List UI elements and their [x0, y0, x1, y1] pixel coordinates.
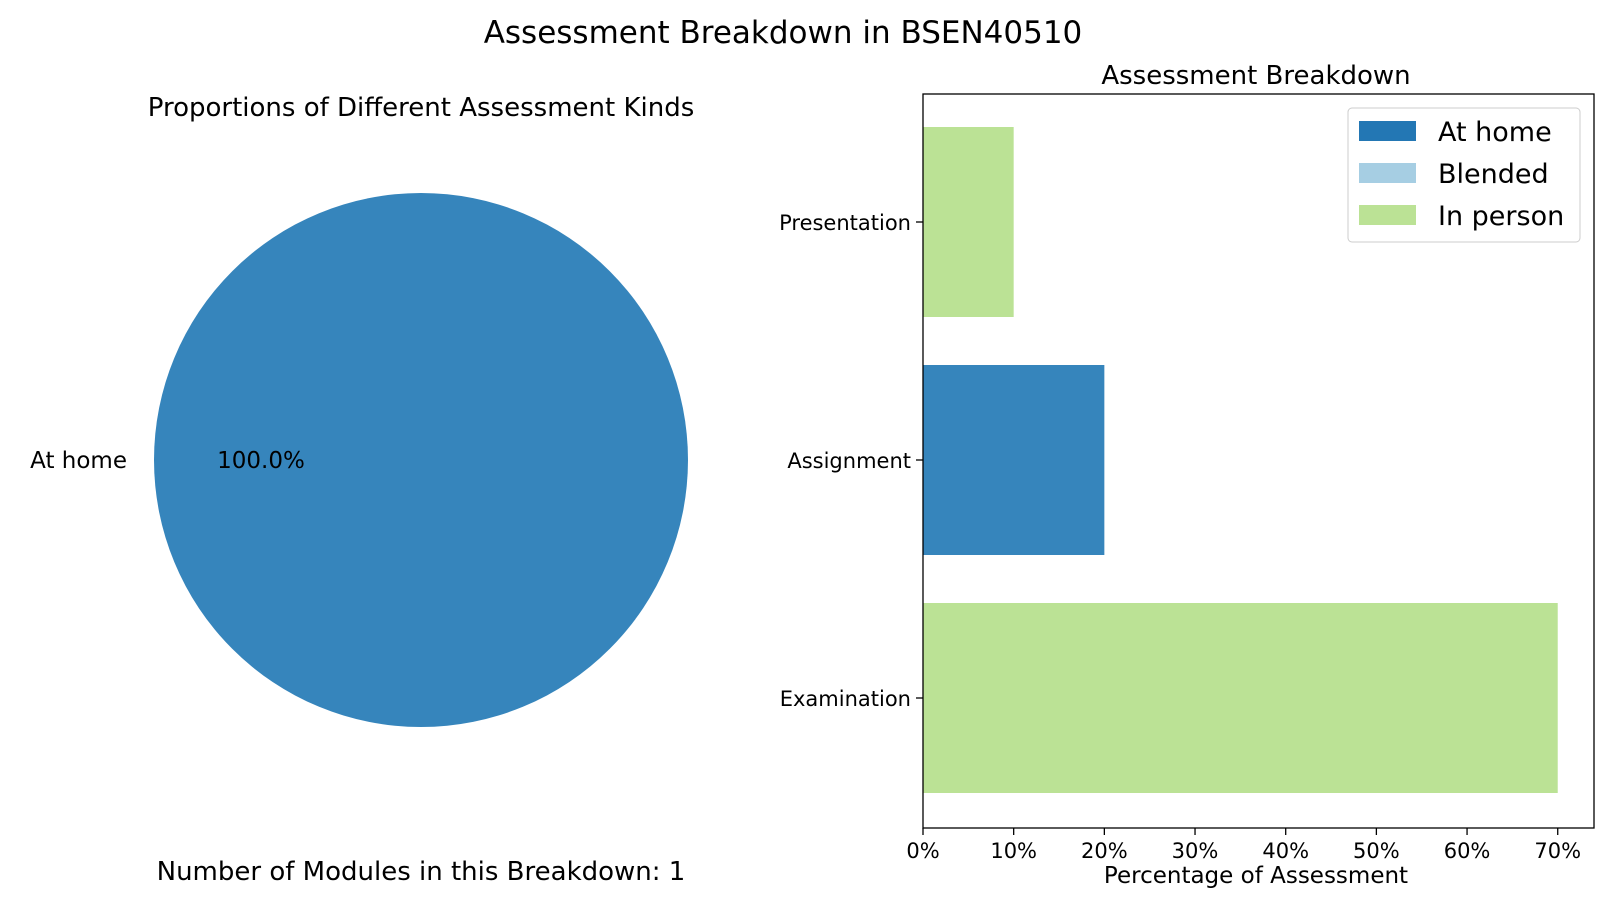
legend-label: In person: [1438, 201, 1564, 232]
bar-chart: Assessment Breakdown Presentation Assignm…: [779, 61, 1595, 889]
pie-chart-title: Proportions of Different Assessment Kind…: [148, 93, 695, 123]
bar-assignment: [923, 365, 1105, 555]
y-tick-label: Examination: [780, 687, 911, 711]
legend-swatch: [1359, 121, 1416, 141]
legend-label: At home: [1438, 117, 1552, 148]
x-tick-label: 70%: [1534, 839, 1581, 863]
x-tick-label: 60%: [1444, 839, 1491, 863]
legend-swatch: [1359, 163, 1416, 183]
bar-marks: [923, 127, 1558, 793]
legend-label: Blended: [1438, 159, 1549, 190]
x-tick-label: 50%: [1353, 839, 1400, 863]
pie-chart: Proportions of Different Assessment Kind…: [30, 93, 694, 727]
legend-swatch: [1359, 205, 1416, 225]
legend: At home Blended In person: [1347, 107, 1581, 243]
figure-title: Assessment Breakdown in BSEN40510: [484, 15, 1083, 51]
plot-frame: [922, 93, 1595, 829]
bar-axes: Presentation Assignment Examination 0% 10% 20…: [779, 93, 1595, 863]
bar-examination: [923, 603, 1558, 793]
pie-slice-at-home: [154, 193, 688, 727]
pie-slice-label: At home: [30, 448, 127, 474]
modules-count-label: Number of Modules in this Breakdown: 1: [157, 857, 686, 887]
y-tick-label: Presentation: [779, 211, 911, 235]
pie-pct-label: 100.0%: [217, 448, 305, 474]
bar-presentation: [923, 127, 1014, 317]
x-tick-label: 0%: [906, 839, 939, 863]
y-tick-label: Assignment: [787, 449, 911, 473]
x-tick-label: 20%: [1081, 839, 1128, 863]
x-tick-label: 10%: [990, 839, 1037, 863]
x-axis-label: Percentage of Assessment: [1104, 863, 1408, 889]
x-tick-label: 40%: [1262, 839, 1309, 863]
pie-slices: At home 100.0%: [30, 193, 688, 727]
bar-chart-title: Assessment Breakdown: [1101, 61, 1410, 91]
x-tick-label: 30%: [1172, 839, 1219, 863]
